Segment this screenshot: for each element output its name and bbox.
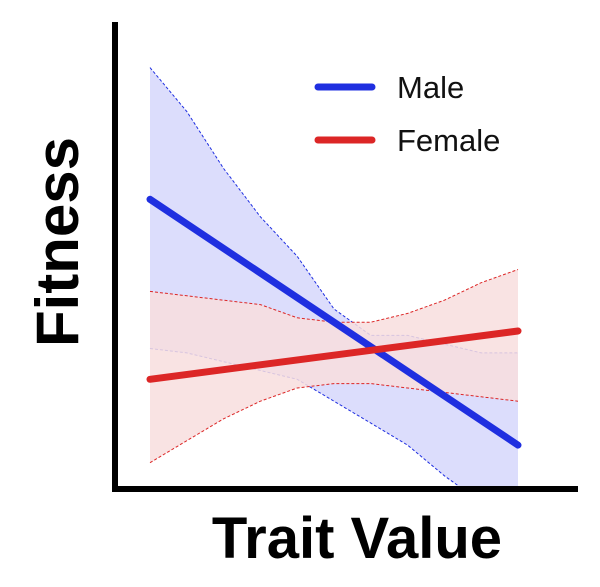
female-ci-lower [149, 383, 519, 464]
female-confidence-band [150, 269, 518, 463]
x-axis-title: Trait Value [212, 506, 502, 571]
male-legend-label: Male [397, 70, 464, 105]
male-trend-line [146, 195, 522, 449]
female-trend-line [146, 327, 522, 383]
legend: Male Female [314, 70, 500, 158]
y-axis-title: Fitness [24, 137, 91, 347]
female-legend-label: Female [397, 123, 500, 158]
trend-lines [146, 195, 522, 449]
